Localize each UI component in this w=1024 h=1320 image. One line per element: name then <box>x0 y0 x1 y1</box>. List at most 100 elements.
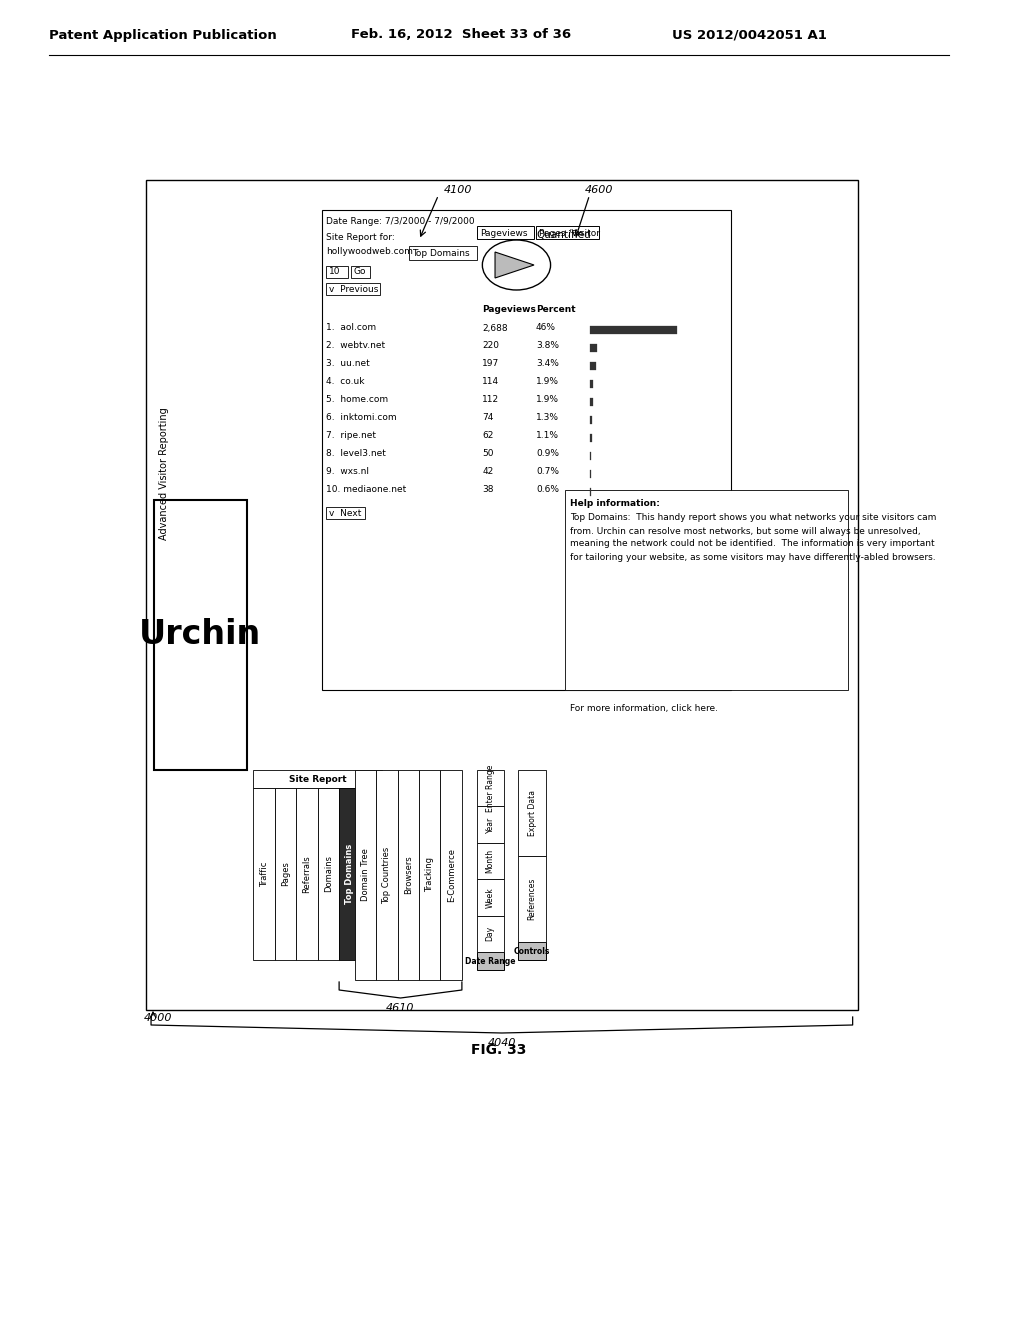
Text: Urchin: Urchin <box>139 619 261 652</box>
FancyBboxPatch shape <box>376 770 397 979</box>
FancyBboxPatch shape <box>354 770 376 979</box>
Text: Site Report: Site Report <box>289 775 346 784</box>
Text: 1.3%: 1.3% <box>536 413 559 422</box>
Text: Site Report for:: Site Report for: <box>327 234 395 243</box>
Text: 5.  home.com: 5. home.com <box>327 396 388 404</box>
Text: 3.  uu.net: 3. uu.net <box>327 359 371 368</box>
Text: 9.  wxs.nl: 9. wxs.nl <box>327 467 370 477</box>
FancyBboxPatch shape <box>565 490 848 690</box>
Text: 1.9%: 1.9% <box>536 396 559 404</box>
FancyBboxPatch shape <box>397 770 419 979</box>
FancyBboxPatch shape <box>590 326 677 334</box>
Text: References: References <box>527 878 537 920</box>
Text: 6.  inktomi.com: 6. inktomi.com <box>327 413 397 422</box>
Text: 0.6%: 0.6% <box>536 486 559 495</box>
Text: Year: Year <box>485 817 495 833</box>
Text: Domain Tree: Domain Tree <box>360 849 370 902</box>
FancyBboxPatch shape <box>518 942 546 960</box>
Text: 2,688: 2,688 <box>482 323 508 333</box>
FancyBboxPatch shape <box>274 788 296 960</box>
FancyBboxPatch shape <box>419 770 440 979</box>
FancyBboxPatch shape <box>339 788 360 960</box>
Text: 197: 197 <box>482 359 500 368</box>
FancyBboxPatch shape <box>477 226 534 239</box>
Text: Day: Day <box>485 927 495 941</box>
Text: Percent: Percent <box>536 305 575 314</box>
Text: for tailoring your website, as some visitors may have differently-abled browsers: for tailoring your website, as some visi… <box>570 553 936 561</box>
FancyBboxPatch shape <box>590 434 592 442</box>
FancyBboxPatch shape <box>590 399 593 407</box>
Text: Pages: Pages <box>281 862 290 887</box>
FancyBboxPatch shape <box>476 842 504 879</box>
Text: Top Domains:  This handy report shows you what networks your site visitors cam: Top Domains: This handy report shows you… <box>570 513 936 523</box>
Text: 1.9%: 1.9% <box>536 378 559 387</box>
Text: 3.4%: 3.4% <box>536 359 559 368</box>
Text: Domains: Domains <box>324 855 333 892</box>
Text: Date Range: 7/3/2000 - 7/9/2000: Date Range: 7/3/2000 - 7/9/2000 <box>327 218 475 227</box>
Text: For more information, click here.: For more information, click here. <box>570 704 718 713</box>
FancyBboxPatch shape <box>146 180 857 1010</box>
Text: 1.  aol.com: 1. aol.com <box>327 323 377 333</box>
Text: Week: Week <box>485 887 495 908</box>
Text: 46%: 46% <box>536 323 556 333</box>
Text: 114: 114 <box>482 378 500 387</box>
Text: Top Domains: Top Domains <box>345 843 354 904</box>
FancyBboxPatch shape <box>253 770 382 788</box>
FancyBboxPatch shape <box>590 416 592 424</box>
Text: v  Previous: v Previous <box>330 285 379 293</box>
FancyBboxPatch shape <box>518 770 546 855</box>
Text: Enter Range: Enter Range <box>485 764 495 812</box>
Text: 74: 74 <box>482 413 494 422</box>
Text: 50: 50 <box>482 450 494 458</box>
Text: Tracking: Tracking <box>425 858 434 892</box>
Polygon shape <box>495 252 534 279</box>
Text: Pageviews: Pageviews <box>482 305 537 314</box>
Text: Referrals: Referrals <box>302 855 311 892</box>
Text: 4000: 4000 <box>144 1012 173 1023</box>
Text: Feb. 16, 2012  Sheet 33 of 36: Feb. 16, 2012 Sheet 33 of 36 <box>351 29 571 41</box>
Text: from. Urchin can resolve most networks, but some will always be unresolved,: from. Urchin can resolve most networks, … <box>570 527 921 536</box>
Text: 4040: 4040 <box>487 1038 516 1048</box>
Text: E-Commerce: E-Commerce <box>446 847 456 902</box>
Text: 4610: 4610 <box>386 1003 415 1012</box>
Text: Top Domains: Top Domains <box>413 248 470 257</box>
Text: Traffic: Traffic <box>259 862 268 887</box>
FancyBboxPatch shape <box>253 788 274 960</box>
Text: meaning the network could not be identified.  The information is very important: meaning the network could not be identif… <box>570 540 935 549</box>
FancyBboxPatch shape <box>476 807 504 842</box>
FancyBboxPatch shape <box>476 770 504 807</box>
Text: 10. mediaone.net: 10. mediaone.net <box>327 486 407 495</box>
FancyBboxPatch shape <box>476 916 504 952</box>
Text: 4100: 4100 <box>443 185 472 195</box>
Text: Export Data: Export Data <box>527 789 537 836</box>
FancyBboxPatch shape <box>590 362 596 370</box>
FancyBboxPatch shape <box>351 267 371 279</box>
FancyBboxPatch shape <box>536 226 599 239</box>
FancyBboxPatch shape <box>296 788 317 960</box>
FancyBboxPatch shape <box>154 500 247 770</box>
Text: Browsers: Browsers <box>403 855 413 895</box>
Text: 2.  webtv.net: 2. webtv.net <box>327 342 386 351</box>
FancyBboxPatch shape <box>317 788 339 960</box>
Text: Advanced Visitor Reporting: Advanced Visitor Reporting <box>159 408 169 540</box>
Text: 38: 38 <box>482 486 494 495</box>
FancyBboxPatch shape <box>590 488 592 496</box>
Text: 112: 112 <box>482 396 500 404</box>
Text: Quantified: Quantified <box>536 230 591 240</box>
Text: Patent Application Publication: Patent Application Publication <box>49 29 276 41</box>
Text: Go: Go <box>353 268 367 276</box>
Text: v  Next: v Next <box>330 508 361 517</box>
Text: US 2012/0042051 A1: US 2012/0042051 A1 <box>673 29 827 41</box>
Text: 10: 10 <box>330 268 341 276</box>
Text: Date Range: Date Range <box>465 957 515 965</box>
Text: Pages /Visitor: Pages /Visitor <box>539 228 600 238</box>
FancyBboxPatch shape <box>327 267 348 279</box>
Text: 0.7%: 0.7% <box>536 467 559 477</box>
FancyBboxPatch shape <box>518 855 546 942</box>
FancyBboxPatch shape <box>327 507 366 519</box>
FancyBboxPatch shape <box>590 470 592 478</box>
Text: 62: 62 <box>482 432 494 441</box>
Text: 220: 220 <box>482 342 500 351</box>
Text: FIG. 33: FIG. 33 <box>471 1043 526 1057</box>
Text: 0.9%: 0.9% <box>536 450 559 458</box>
